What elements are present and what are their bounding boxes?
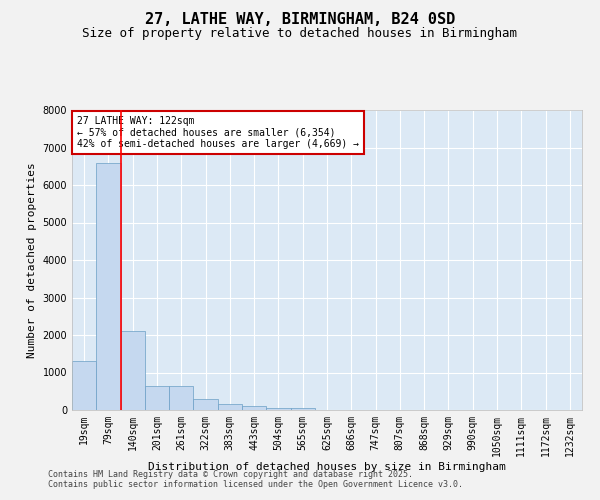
Text: Contains public sector information licensed under the Open Government Licence v3: Contains public sector information licen…: [48, 480, 463, 489]
Bar: [169, 386, 193, 410]
Bar: [290, 408, 315, 410]
Text: Size of property relative to detached houses in Birmingham: Size of property relative to detached ho…: [83, 28, 517, 40]
Text: 27, LATHE WAY, BIRMINGHAM, B24 0SD: 27, LATHE WAY, BIRMINGHAM, B24 0SD: [145, 12, 455, 28]
Bar: [96, 162, 121, 410]
Bar: [218, 404, 242, 410]
Bar: [72, 361, 96, 410]
X-axis label: Distribution of detached houses by size in Birmingham: Distribution of detached houses by size …: [148, 462, 506, 471]
Text: Contains HM Land Registry data © Crown copyright and database right 2025.: Contains HM Land Registry data © Crown c…: [48, 470, 413, 479]
Bar: [193, 399, 218, 410]
Y-axis label: Number of detached properties: Number of detached properties: [27, 162, 37, 358]
Text: 27 LATHE WAY: 122sqm
← 57% of detached houses are smaller (6,354)
42% of semi-de: 27 LATHE WAY: 122sqm ← 57% of detached h…: [77, 116, 359, 149]
Bar: [145, 386, 169, 410]
Bar: [266, 408, 290, 410]
Bar: [121, 331, 145, 410]
Bar: [242, 406, 266, 410]
